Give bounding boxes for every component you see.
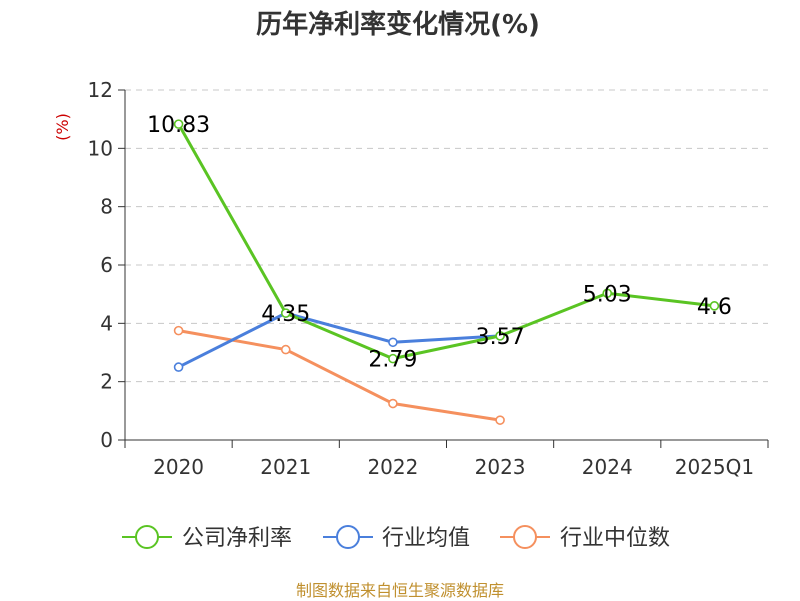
series-point-0 <box>709 301 720 311</box>
data-label: 2.79 <box>368 348 417 373</box>
data-labels: 10.83 4.35 2.79 3.57 5.03 4.6 <box>147 113 732 373</box>
x-tick-label: 2023 <box>475 455 526 479</box>
legend-marker-icon <box>513 525 537 549</box>
legend-marker-icon <box>135 525 159 549</box>
legend-label: 行业均值 <box>382 526 470 551</box>
y-tick-label: 0 <box>100 428 113 452</box>
legend[interactable]: 公司净利率 行业均值 行业中位数 <box>122 525 670 551</box>
series-point-2 <box>388 398 398 409</box>
legend-label: 行业中位数 <box>560 526 670 551</box>
data-label: 10.83 <box>147 113 210 138</box>
data-label: 3.57 <box>476 325 525 350</box>
series-point-1 <box>388 337 398 348</box>
x-tick-label: 2021 <box>260 455 311 479</box>
chart-title: 历年净利率变化情况(%) <box>256 9 540 40</box>
series-point-0 <box>495 331 505 341</box>
series-point-2 <box>173 325 184 336</box>
legend-item-0[interactable]: 公司净利率 <box>122 525 292 551</box>
y-tick-label: 4 <box>100 311 113 335</box>
plot-series <box>173 119 720 425</box>
legend-label: 公司净利率 <box>182 526 292 551</box>
legend-item-2[interactable]: 行业中位数 <box>500 525 670 551</box>
data-label: 4.35 <box>261 302 310 327</box>
series-line-0 <box>177 123 715 361</box>
series-point-1 <box>173 362 184 372</box>
y-tick-label: 10 <box>88 136 113 160</box>
y-axis-unit-label: (%) <box>53 113 72 141</box>
series-line-1 <box>177 311 501 369</box>
series-point-2 <box>280 344 291 355</box>
series-point-0 <box>602 288 613 299</box>
y-tick-label: 8 <box>100 195 113 219</box>
source-caption: 制图数据来自恒生聚源数据库 <box>295 581 504 600</box>
axes: 0 2 4 6 8 10 12 2020 2021 2022 2023 2024 2025Q1 <box>88 78 769 479</box>
data-label: 4.6 <box>697 295 732 320</box>
data-label: 5.03 <box>583 282 632 307</box>
series-point-0 <box>173 119 184 129</box>
x-tick-label: 2022 <box>367 455 418 479</box>
y-tick-label: 6 <box>100 253 113 277</box>
y-tick-label: 2 <box>100 370 113 394</box>
series-point-0 <box>388 353 398 364</box>
x-tick-label: 2024 <box>582 455 633 479</box>
series-point-0 <box>280 308 291 318</box>
legend-marker-icon <box>336 525 360 549</box>
legend-item-1[interactable]: 行业均值 <box>323 525 470 551</box>
y-tick-label: 12 <box>88 78 113 102</box>
x-tick-label: 2025Q1 <box>675 455 754 479</box>
grid-lines <box>125 89 768 383</box>
x-tick-label: 2020 <box>153 455 204 479</box>
series-point-2 <box>495 415 505 425</box>
